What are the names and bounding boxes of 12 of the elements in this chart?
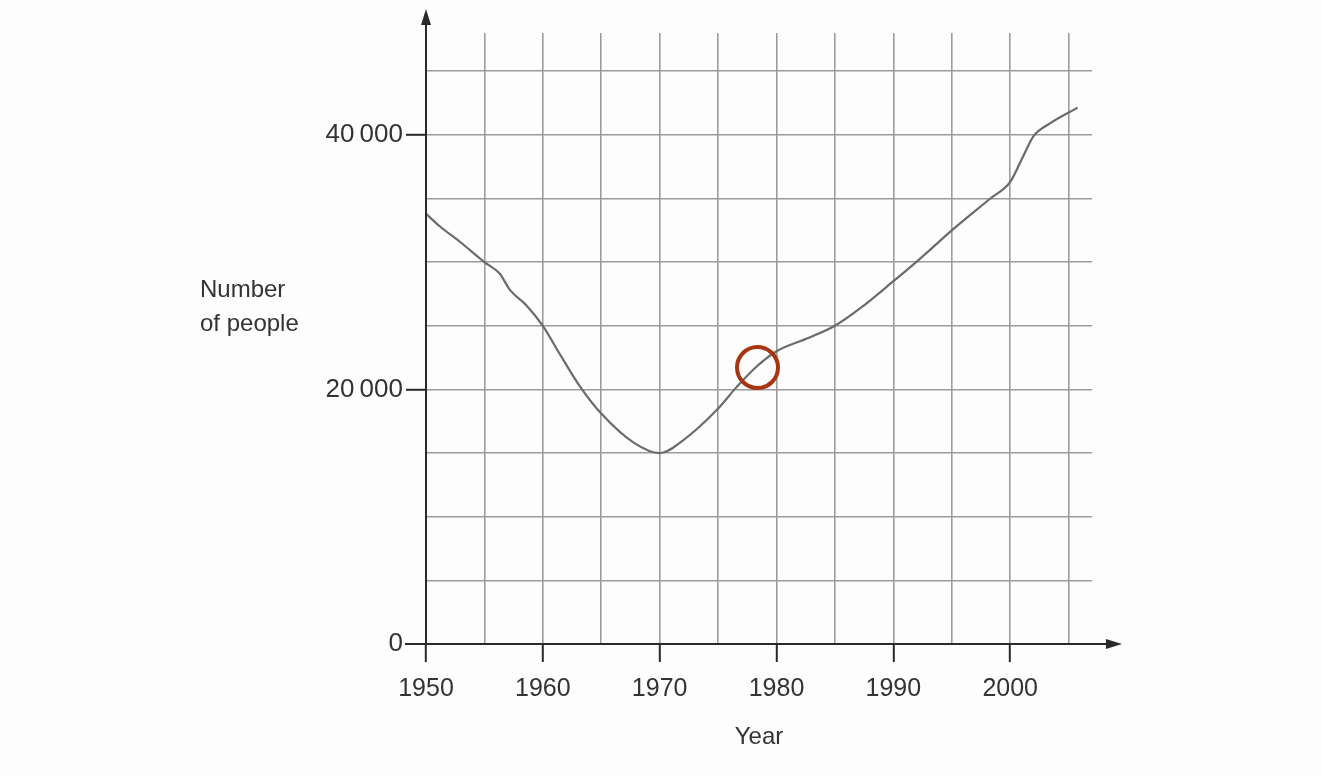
y-tick-label: 40 000 [325, 118, 403, 149]
y-tick-label: 20 000 [325, 372, 403, 403]
x-tick-label: 1960 [515, 672, 571, 701]
y-tick-label: 0 [388, 627, 403, 658]
x-tick-label: 1990 [865, 672, 922, 701]
x-tick-label: 1980 [748, 672, 805, 701]
y-axis-title: Number of people [200, 274, 300, 338]
x-tick-label: 1970 [631, 672, 688, 701]
x-axis-title: Year [734, 722, 784, 750]
x-tick-label: 1950 [398, 672, 454, 701]
x-tick-label: 2000 [982, 672, 1039, 701]
line-series [426, 107, 1078, 455]
